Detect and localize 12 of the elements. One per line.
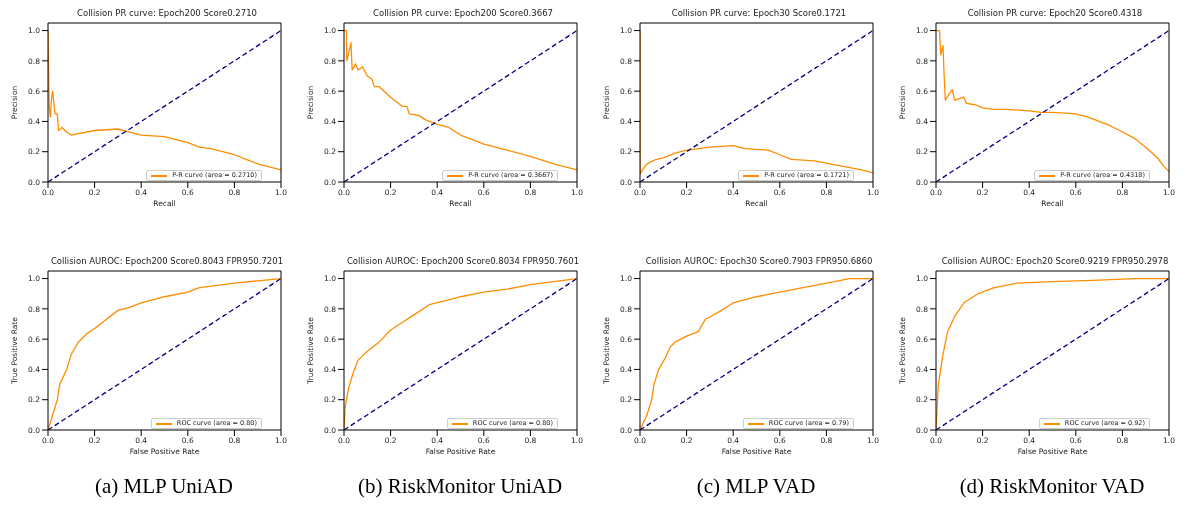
text: (c) MLP VAD [695, 474, 817, 499]
text: (d) RiskMonitor VAD [958, 474, 1146, 499]
text: (a) MLP UniAD [93, 474, 234, 499]
chart-title: Collision PR curve: Epoch200 Score0.3667 [372, 8, 554, 20]
text: (b) RiskMonitor UniAD [356, 474, 564, 499]
chart-title: Collision PR curve: Epoch30 Score0.1721 [670, 8, 848, 20]
chart-title: Collision PR curve: Epoch20 Score0.4318 [966, 8, 1144, 20]
chart-title: Collision AUROC: Epoch30 Score0.7903 FPR950.6860 [644, 256, 874, 268]
chart-title: Collision AUROC: Epoch200 Score0.8043 FPR950.7201 [49, 256, 285, 268]
chart-title: Collision AUROC: Epoch20 Score0.9219 FPR950.2978 [940, 256, 1170, 268]
chart-title: Collision PR curve: Epoch200 Score0.2710 [76, 8, 258, 20]
chart-title: Collision AUROC: Epoch200 Score0.8034 FPR950.7601 [345, 256, 581, 268]
